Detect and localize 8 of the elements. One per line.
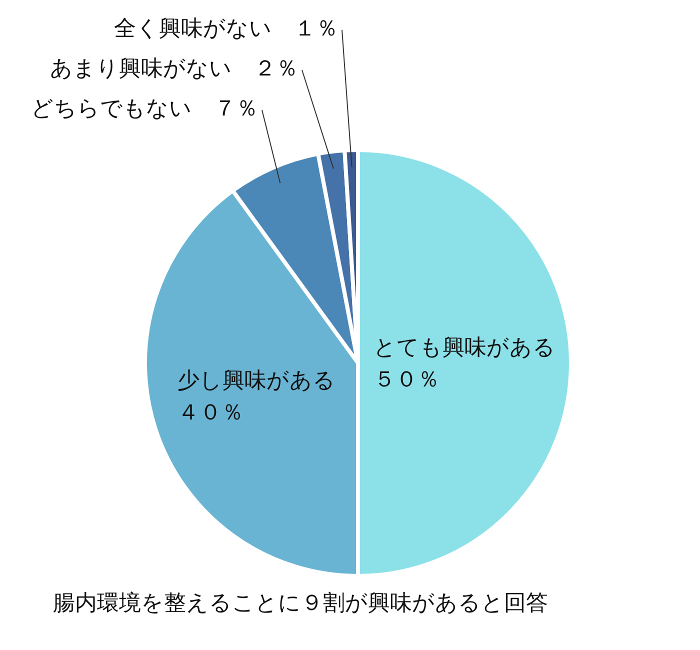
text: 腸内環境を整えることに９割が興味があると回答 xyxy=(53,590,549,618)
slice-label: 全く興味がない １％ xyxy=(114,16,338,42)
data-label: ４０％ xyxy=(178,400,244,426)
data-label: ５０％ xyxy=(374,368,440,393)
slice-label: とても興味がある xyxy=(374,336,556,361)
slice-label: 少し興味がある xyxy=(178,368,336,394)
slice-label: どちらでもない ７％ xyxy=(31,96,258,122)
slice-label: あまり興味がない ２％ xyxy=(50,56,298,82)
